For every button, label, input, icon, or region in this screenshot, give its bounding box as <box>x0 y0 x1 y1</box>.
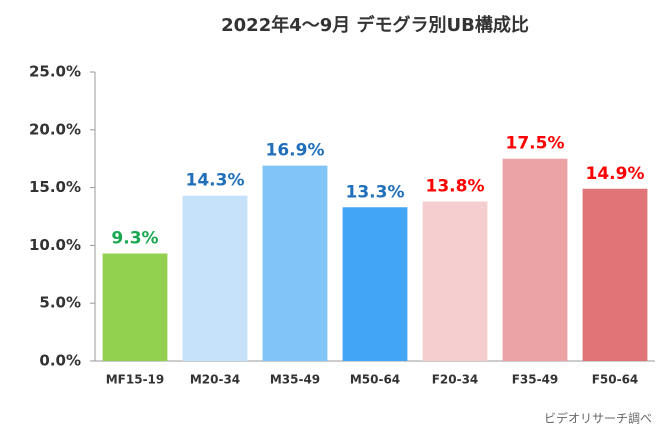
value-label: 13.8% <box>426 176 485 196</box>
x-tick-label: M50-64 <box>350 373 400 387</box>
bar <box>262 165 328 361</box>
bar <box>182 195 248 361</box>
value-label: 16.9% <box>266 141 325 161</box>
bar <box>502 158 568 361</box>
value-label: 14.9% <box>586 164 645 184</box>
bar <box>582 188 648 361</box>
chart-title: 2022年4～9月 デモグラ別UB構成比 <box>221 14 529 36</box>
x-tick-label: M35-49 <box>270 373 320 387</box>
x-tick-label: F50-64 <box>592 373 639 387</box>
bar <box>422 201 488 361</box>
value-label: 13.3% <box>346 182 405 202</box>
value-label: 9.3% <box>111 228 158 248</box>
y-tick-label: 10.0% <box>29 236 81 254</box>
bar <box>102 253 168 361</box>
source-note: ビデオリサーチ調べ <box>544 411 652 426</box>
x-tick-label: F20-34 <box>432 373 479 387</box>
value-label: 14.3% <box>186 171 245 191</box>
y-tick-label: 5.0% <box>39 294 81 312</box>
x-tick-label: M20-34 <box>190 373 240 387</box>
y-tick-label: 15.0% <box>29 178 81 196</box>
bar <box>342 207 408 361</box>
y-tick-label: 20.0% <box>29 120 81 138</box>
x-tick-label: F35-49 <box>512 373 559 387</box>
x-tick-label: MF15-19 <box>106 373 165 387</box>
value-label: 17.5% <box>506 134 565 154</box>
y-tick-label: 0.0% <box>39 352 81 370</box>
y-tick-label: 25.0% <box>29 63 81 81</box>
